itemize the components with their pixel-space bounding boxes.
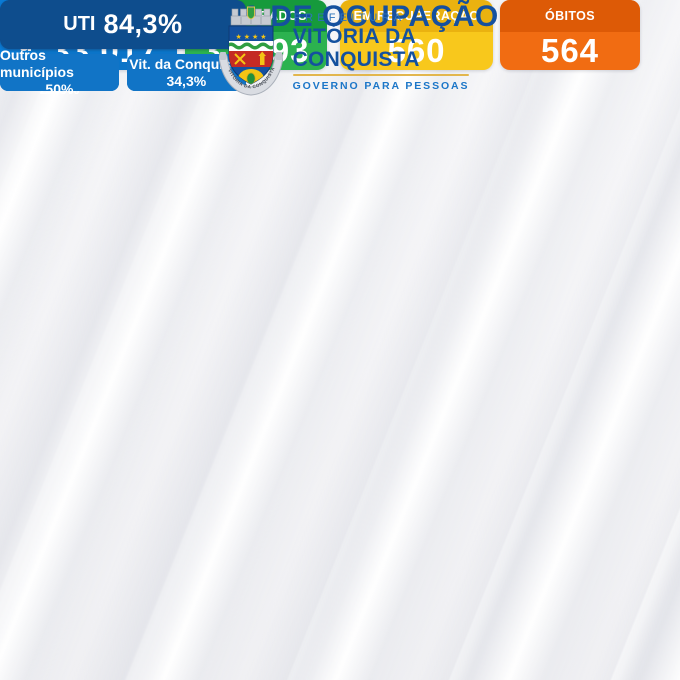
- stat-card-obitos: ÓBITOS 564: [500, 0, 640, 70]
- org-name-line1: VITÓRIA DA: [292, 25, 417, 48]
- sub-label: Vit. da Conquista: [129, 55, 244, 72]
- coat-of-arms-icon: ★ ★ ★ ★ VITÓRIA DA CONQUISTA: [218, 6, 283, 96]
- sub-value: 34,3%: [166, 72, 207, 89]
- stat-value: 564: [540, 32, 600, 69]
- occupancy-breakdown-row: Outros municípios 50% Vit. da Conquista …: [0, 47, 246, 97]
- sub-label: Outros municípios: [0, 47, 74, 81]
- occupancy-main-panel: UTI 84,3%: [0, 0, 246, 49]
- city-government-logo: ★ ★ ★ ★ VITÓRIA DA CONQUISTA PREFEITURA …: [4, 0, 680, 96]
- crest-stars: ★ ★ ★ ★: [235, 33, 266, 41]
- stat-card-em-recuperacao: EM RECUPERAÇÃO 560: [340, 0, 493, 70]
- gold-divider: [292, 74, 470, 76]
- occupancy-group-uti: UTI 84,3% Outros municípios 50% Vit. da …: [0, 0, 246, 97]
- org-eyebrow: PREFEITURA: [293, 12, 406, 24]
- occupancy-value: 84,3%: [103, 9, 183, 39]
- org-name-line2: CONQUISTA: [292, 48, 420, 71]
- stat-value: 560: [387, 32, 446, 69]
- org-slogan: GOVERNO PARA PESSOAS: [292, 80, 470, 92]
- stat-label: ÓBITOS: [500, 0, 640, 32]
- org-text-block: PREFEITURA VITÓRIA DA CONQUISTA GOVERNO …: [292, 12, 470, 92]
- sub-value: 50%: [45, 80, 74, 97]
- stat-label: EM RECUPERAÇÃO: [340, 0, 493, 32]
- occupancy-label: UTI: [63, 13, 96, 35]
- occupancy-sub-outros-municipios: Outros municípios 50%: [0, 47, 119, 97]
